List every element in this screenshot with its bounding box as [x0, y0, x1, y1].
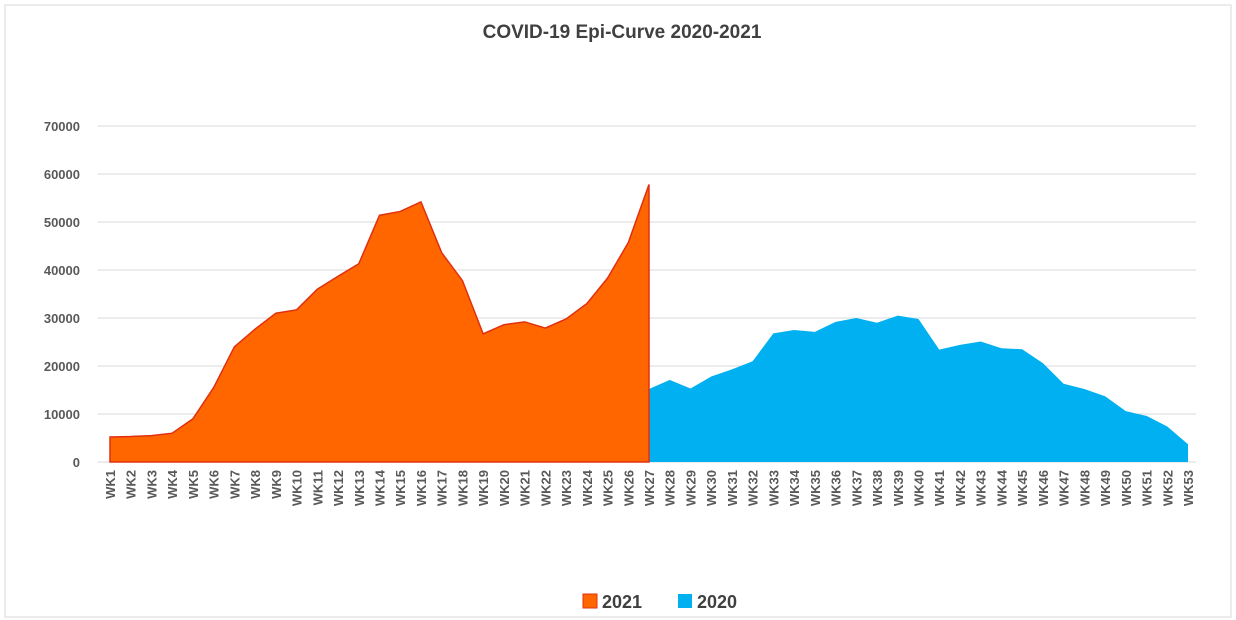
- x-tick-label: WK53: [1181, 470, 1196, 506]
- x-tick-label: WK25: [601, 470, 616, 506]
- x-tick-label: WK38: [870, 470, 885, 506]
- x-tick-label: WK18: [455, 470, 470, 506]
- x-tick-label: WK26: [621, 470, 636, 506]
- x-tick-label: WK50: [1119, 470, 1134, 506]
- y-tick-label: 70000: [44, 119, 80, 134]
- x-tick-label: WK7: [227, 470, 242, 499]
- x-tick-label: WK43: [974, 470, 989, 506]
- x-tick-label: WK46: [1036, 470, 1051, 506]
- x-tick-label: WK33: [766, 470, 781, 506]
- x-tick-label: WK3: [144, 470, 159, 499]
- x-tick-label: WK11: [310, 470, 325, 505]
- x-tick-label: WK10: [290, 470, 305, 506]
- x-tick-label: WK23: [559, 470, 574, 506]
- x-tick-label: WK35: [808, 470, 823, 506]
- x-tick-label: WK20: [497, 470, 512, 506]
- x-tick-label: WK8: [248, 470, 263, 499]
- x-tick-label: WK30: [704, 470, 719, 506]
- x-tick-label: WK36: [829, 470, 844, 506]
- x-tick-label: WK2: [124, 470, 139, 499]
- x-tick-label: WK27: [642, 470, 657, 506]
- x-tick-label: WK48: [1077, 470, 1092, 506]
- y-tick-label: 20000: [44, 359, 80, 374]
- x-tick-label: WK21: [518, 470, 533, 506]
- x-tick-label: WK9: [269, 470, 284, 499]
- x-tick-label: WK34: [787, 469, 802, 506]
- x-tick-label: WK31: [725, 470, 740, 506]
- y-tick-label: 10000: [44, 407, 80, 422]
- x-tick-label: WK39: [891, 470, 906, 506]
- x-tick-label: WK52: [1160, 470, 1175, 506]
- chart-title: COVID-19 Epi-Curve 2020-2021: [483, 22, 762, 43]
- x-tick-label: WK15: [393, 470, 408, 506]
- x-tick-label: WK44: [994, 469, 1009, 506]
- x-tick-label: WK6: [207, 470, 222, 499]
- x-tick-label: WK16: [414, 470, 429, 506]
- x-tick-label: WK14: [373, 469, 388, 506]
- x-tick-label: WK51: [1140, 470, 1155, 506]
- legend-swatch: [678, 594, 692, 608]
- x-tick-label: WK42: [953, 470, 968, 506]
- x-tick-label: WK40: [912, 470, 927, 506]
- x-tick-label: WK49: [1098, 470, 1113, 506]
- x-tick-label: WK45: [1015, 470, 1030, 506]
- x-tick-label: WK41: [932, 470, 947, 506]
- x-tick-label: WK4: [165, 469, 180, 499]
- legend-swatch: [582, 593, 598, 609]
- x-tick-label: WK32: [746, 470, 761, 506]
- x-tick-label: WK22: [538, 470, 553, 506]
- x-tick-label: WK1: [103, 470, 118, 499]
- legend-label: 2021: [602, 592, 642, 612]
- x-tick-label: WK29: [683, 470, 698, 506]
- x-tick-label: WK17: [435, 470, 450, 506]
- y-tick-label: 50000: [44, 215, 80, 230]
- x-tick-label: WK5: [186, 470, 201, 499]
- x-tick-label: WK13: [352, 470, 367, 506]
- y-tick-label: 30000: [44, 311, 80, 326]
- x-tick-label: WK47: [1057, 470, 1072, 506]
- x-tick-label: WK19: [476, 470, 491, 506]
- y-tick-label: 60000: [44, 167, 80, 182]
- x-tick-label: WK12: [331, 470, 346, 506]
- x-tick-label: WK28: [663, 470, 678, 506]
- y-tick-label: 40000: [44, 263, 80, 278]
- legend-label: 2020: [697, 592, 737, 612]
- x-tick-label: WK37: [849, 470, 864, 506]
- y-tick-label: 0: [73, 455, 80, 470]
- area: [109, 184, 650, 463]
- x-tick-label: WK24: [580, 469, 595, 506]
